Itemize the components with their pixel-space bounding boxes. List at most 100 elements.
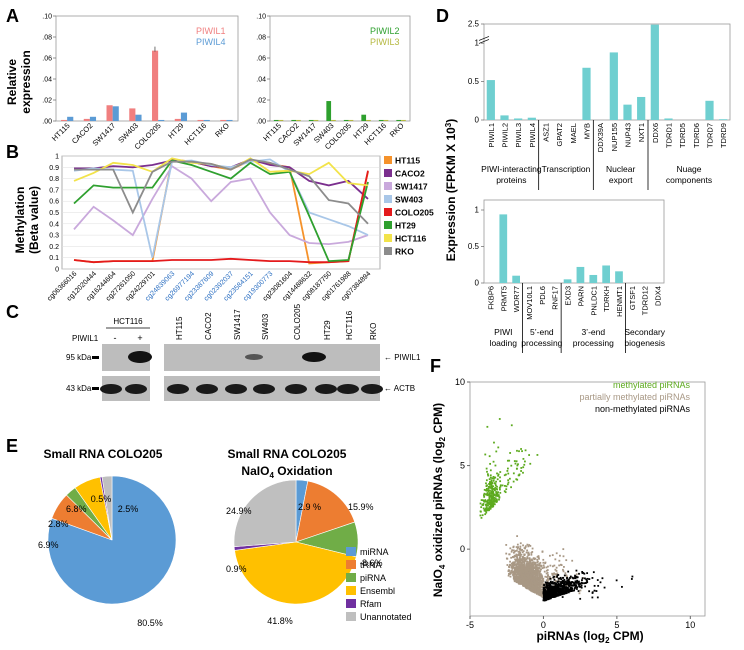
f-point <box>524 567 527 570</box>
d-group-label: processing <box>573 338 614 348</box>
f-point <box>576 576 579 579</box>
f-point <box>512 572 515 575</box>
d-group-label: export <box>609 175 633 185</box>
f-point <box>581 577 584 580</box>
f-point <box>570 587 573 590</box>
f-point <box>495 450 498 453</box>
b-legend-swatch <box>384 221 392 229</box>
f-point <box>538 582 540 585</box>
f-point <box>508 553 511 556</box>
f-point <box>583 572 586 575</box>
f-point <box>516 560 519 562</box>
f-point <box>536 560 539 563</box>
f-point <box>506 459 509 462</box>
f-point <box>507 481 510 484</box>
f-point <box>506 557 509 560</box>
f-point <box>534 570 537 573</box>
f-point <box>563 578 566 581</box>
f-point <box>547 584 550 587</box>
e-legend-label: piRNA <box>360 573 386 583</box>
a-left-bar-piwil4 <box>112 106 119 121</box>
f-point <box>554 583 557 586</box>
f-point <box>505 552 508 555</box>
f-point <box>507 574 510 577</box>
f-point <box>526 574 528 577</box>
f-point <box>488 496 491 499</box>
f-point <box>555 570 558 572</box>
f-point <box>543 599 546 602</box>
d-group-label: 3’-end <box>581 327 605 337</box>
f-point <box>567 586 569 589</box>
d-group-label: loading <box>490 338 518 348</box>
f-point <box>559 576 562 579</box>
legend-piwil1: PIWIL1 <box>196 26 226 36</box>
f-point <box>489 495 492 498</box>
d-gene-label: NUP43 <box>624 123 633 147</box>
f-point <box>527 545 530 548</box>
f-point <box>562 555 565 558</box>
f-point <box>561 579 564 582</box>
a-left-bar-piwil1 <box>61 119 68 121</box>
f-point <box>483 492 486 495</box>
f-point <box>593 584 596 587</box>
f-point <box>517 578 520 580</box>
f-point <box>558 559 561 562</box>
f-point <box>544 588 547 591</box>
f-point <box>492 479 495 482</box>
a-right-bar-piwil3 <box>331 119 336 121</box>
f-point <box>566 579 569 582</box>
f-point <box>536 576 538 579</box>
f-point <box>539 593 542 596</box>
f-point <box>557 584 559 587</box>
f-point <box>564 580 566 583</box>
f-point <box>504 491 507 494</box>
d-ytick-label: 0.5 <box>468 242 480 251</box>
f-point <box>537 556 540 559</box>
a-right-bar-piwil2 <box>273 119 279 121</box>
f-point <box>518 473 521 476</box>
f-point <box>490 500 493 503</box>
f-point <box>521 574 523 577</box>
f-point <box>534 587 537 590</box>
f-point <box>503 474 506 477</box>
f-point <box>542 599 545 602</box>
f-point <box>592 571 595 574</box>
f-point <box>492 460 495 463</box>
f-point <box>491 477 494 480</box>
d-gene-label: ASZ1 <box>542 123 551 142</box>
f-point <box>544 597 547 600</box>
f-point <box>543 590 546 592</box>
f-point <box>556 586 559 589</box>
pie2-title-1: Small RNA COLO205 <box>228 447 347 461</box>
f-point <box>512 549 515 552</box>
f-point <box>579 582 581 585</box>
f-point <box>569 575 572 578</box>
f-point <box>529 565 532 568</box>
f-point <box>565 581 568 583</box>
f-point <box>498 496 501 499</box>
f-point <box>546 598 549 601</box>
f-point <box>520 572 522 574</box>
d-gene-label: WDR77 <box>512 286 521 312</box>
f-point <box>531 572 534 575</box>
f-point <box>482 503 485 505</box>
f-point <box>551 565 554 568</box>
f-point <box>537 593 540 596</box>
f-point <box>584 582 587 584</box>
f-point <box>567 589 570 591</box>
f-point <box>562 586 564 589</box>
f-point <box>557 589 560 592</box>
f-point <box>545 591 548 594</box>
f-point <box>563 586 566 589</box>
f-point <box>511 549 514 552</box>
e-legend-swatch <box>346 586 356 595</box>
f-point <box>499 476 501 479</box>
f-point <box>518 565 521 567</box>
b-ytick-label: 0.8 <box>49 176 59 183</box>
f-xtick-label: 10 <box>685 620 695 630</box>
f-point <box>496 472 498 475</box>
b-line-ht29 <box>73 159 369 263</box>
f-point <box>539 573 542 575</box>
f-point <box>596 596 599 599</box>
f-point <box>548 582 551 585</box>
